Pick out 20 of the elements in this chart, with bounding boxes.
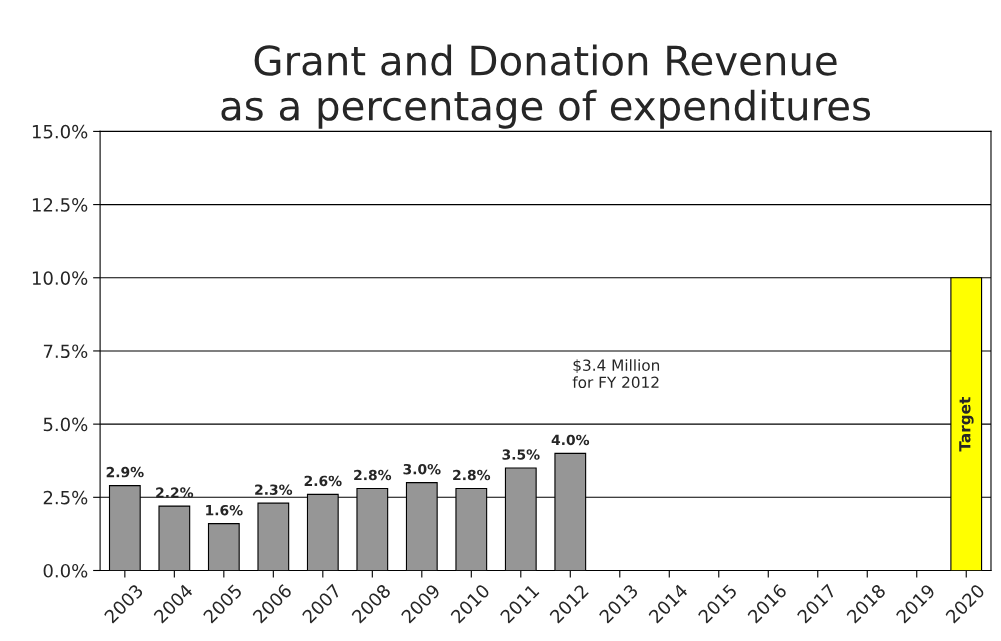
y-tick-label: 0.0%	[43, 563, 88, 578]
y-tick-label: 12.5%	[32, 198, 88, 212]
data-label: 4.0%	[551, 434, 590, 446]
data-label: 2.8%	[453, 469, 491, 481]
data-label: 2.2%	[156, 487, 194, 498]
data-label: 2.3%	[255, 484, 293, 495]
data-label: 3.5%	[502, 449, 540, 460]
data-label: 3.0%	[403, 463, 441, 475]
y-tick-label: 15.0%	[32, 124, 88, 139]
data-label: 2.8%	[354, 469, 392, 481]
chart-title: Grant and Donation Revenue as a percentage of expenditures	[221, 44, 871, 129]
data-label: 1.6%	[206, 504, 243, 516]
y-tick-label: 5.0%	[43, 417, 88, 432]
data-label: 2.9%	[106, 466, 144, 478]
y-tick-label: 10.0%	[32, 271, 88, 285]
y-tick-label: 7.5%	[43, 344, 88, 359]
data-label: Target	[959, 397, 974, 452]
annotation: $3.4 Million for FY 2012	[572, 359, 660, 389]
data-label: 2.6%	[304, 475, 342, 487]
y-tick-label: 2.5%	[43, 490, 88, 505]
